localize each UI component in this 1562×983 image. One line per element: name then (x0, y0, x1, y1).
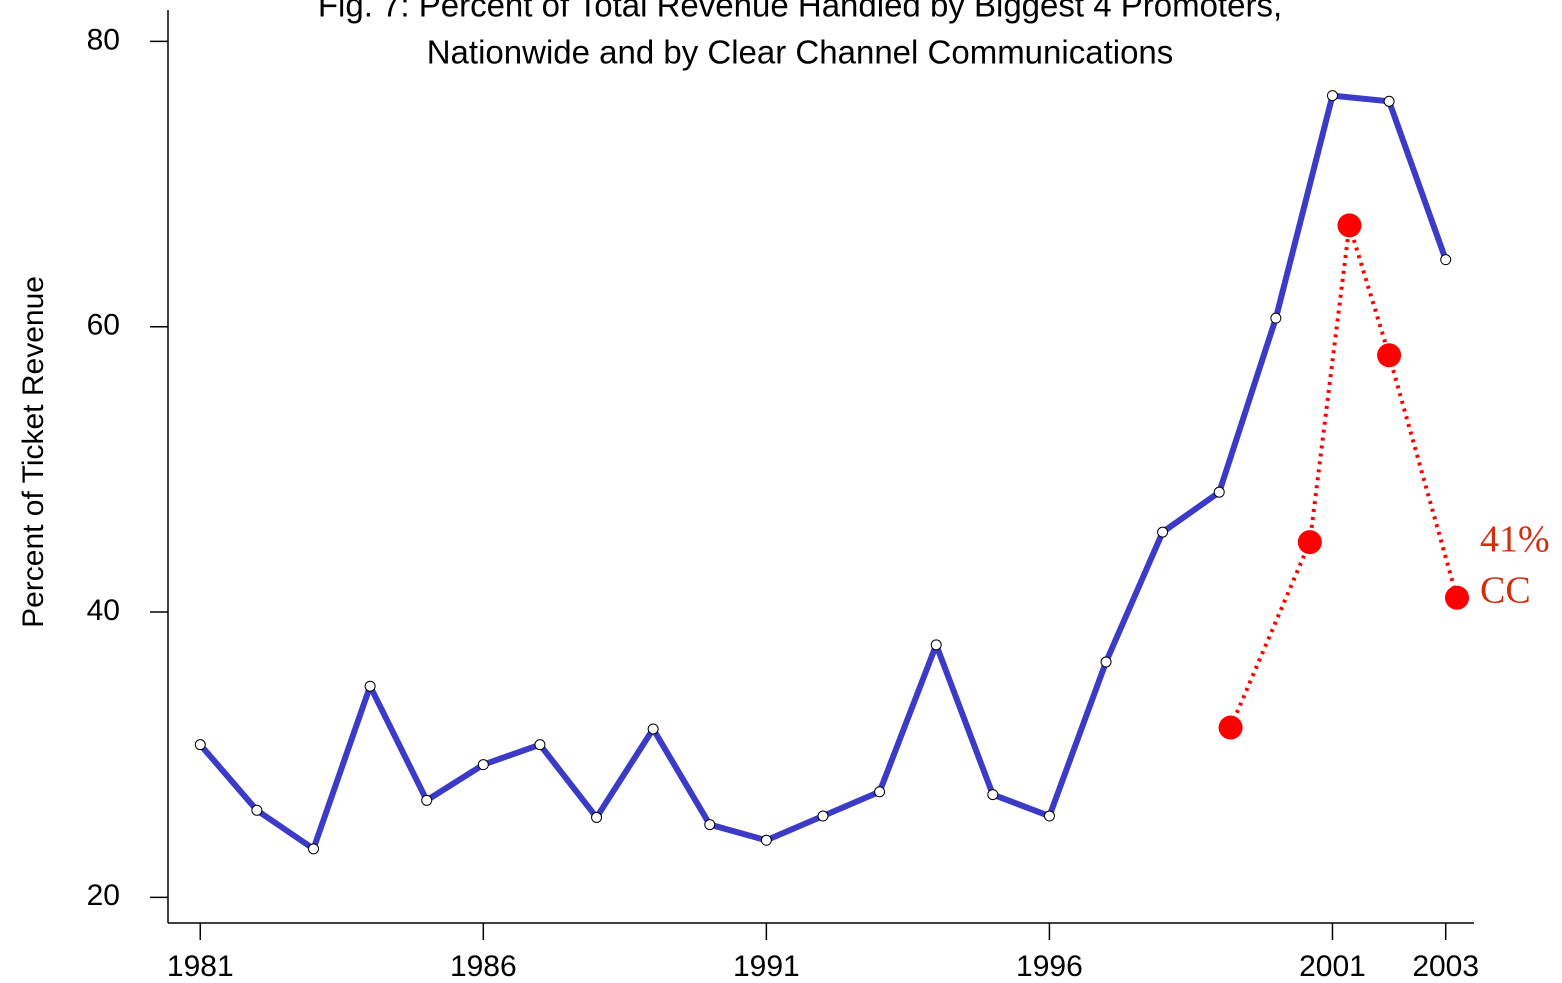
y-tick-label: 20 (87, 879, 120, 912)
data-point (1337, 213, 1362, 238)
data-point (1270, 312, 1282, 324)
chart-title: Nationwide and by Clear Channel Communic… (427, 34, 1174, 71)
data-point (1440, 254, 1452, 266)
data-point (1157, 526, 1169, 538)
data-point (987, 789, 999, 801)
data-point (251, 804, 263, 816)
data-point (760, 834, 772, 846)
data-point (1100, 656, 1112, 668)
x-tick-label: 1981 (167, 950, 234, 983)
x-tick-label: 1996 (1016, 950, 1083, 983)
series-line (1228, 223, 1459, 729)
data-point (194, 739, 206, 751)
x-tick-label: 2001 (1299, 950, 1366, 983)
data-point (1218, 715, 1243, 740)
data-point (307, 843, 319, 855)
data-point (591, 811, 603, 823)
data-point (1377, 343, 1402, 368)
data-point (874, 786, 886, 798)
x-tick-label: 2003 (1412, 950, 1479, 983)
y-axis-label: Percent of Ticket Revenue (17, 276, 50, 628)
data-point (1297, 530, 1322, 555)
y-tick-label: 40 (87, 594, 120, 627)
data-point (1213, 486, 1225, 498)
chart-title: Fig. 7: Percent of Total Revenue Handled… (318, 0, 1282, 24)
x-tick-label: 1986 (450, 950, 517, 983)
data-point (364, 680, 376, 692)
data-point (817, 810, 829, 822)
data-point (704, 819, 716, 831)
data-point (1445, 585, 1470, 610)
data-point (534, 739, 546, 751)
data-point (477, 759, 489, 771)
annotation: CC (1480, 570, 1531, 612)
x-tick-label: 1991 (733, 950, 800, 983)
data-point (1326, 90, 1338, 102)
y-tick-label: 80 (87, 23, 120, 56)
series-line (197, 92, 1449, 852)
data-point (421, 794, 433, 806)
annotation: 41% (1480, 519, 1550, 561)
data-point (1043, 810, 1055, 822)
data-point (1383, 95, 1395, 107)
data-point (930, 639, 942, 651)
data-point (647, 723, 659, 735)
y-tick-label: 60 (87, 309, 120, 342)
